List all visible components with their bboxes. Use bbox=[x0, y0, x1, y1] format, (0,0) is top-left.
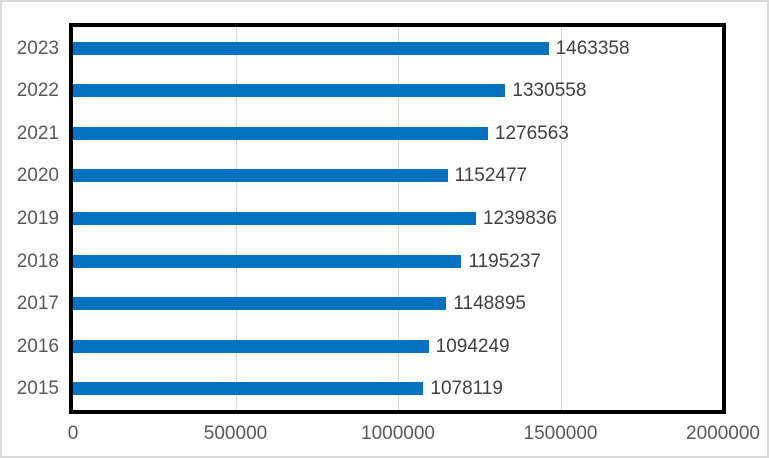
y-axis-category-label-2023: 2023 bbox=[16, 37, 59, 59]
y-axis-category-label-2018: 2018 bbox=[16, 250, 59, 272]
x-axis-tick-label: 2000000 bbox=[686, 423, 760, 444]
bar-value-label-2017: 1148895 bbox=[453, 293, 526, 315]
y-axis-category-label-2017: 2017 bbox=[16, 293, 59, 315]
bar-value-label-2016: 1094249 bbox=[435, 335, 510, 357]
y-axis-category-label-2015: 2015 bbox=[16, 378, 59, 400]
x-axis-tick-label: 1500000 bbox=[523, 423, 598, 444]
y-axis-category-label-2019: 2019 bbox=[16, 208, 59, 230]
y-axis-category-label-2016: 2016 bbox=[16, 335, 59, 357]
bar-2017 bbox=[73, 297, 447, 311]
bar-2018 bbox=[73, 254, 462, 268]
bar-row-2022: 1330558 bbox=[73, 70, 722, 113]
bar-row-2019: 1239836 bbox=[73, 197, 722, 240]
gridline-1500000 bbox=[560, 27, 562, 410]
bar-row-2018: 1195237 bbox=[73, 240, 722, 283]
bar-value-label-2022: 1330558 bbox=[512, 80, 587, 102]
plot-rows: 1463358 1330558 1276563 1152477 1239836 11952… bbox=[73, 27, 722, 410]
bar-value-label-2015: 1078119 bbox=[430, 378, 503, 400]
bar-2020 bbox=[73, 169, 448, 183]
bar-2021 bbox=[73, 126, 488, 140]
bar-row-2016: 1094249 bbox=[73, 325, 722, 368]
y-axis-category-labels: 2023 2022 2021 2020 2019 2018 2017 2016 2015 bbox=[2, 27, 59, 410]
bar-row-2021: 1276563 bbox=[73, 112, 722, 155]
bar-row-2023: 1463358 bbox=[73, 27, 722, 70]
bar-value-label-2020: 1152477 bbox=[454, 165, 528, 187]
bar-row-2020: 1152477 bbox=[73, 155, 722, 198]
bar-value-label-2023: 1463358 bbox=[555, 37, 630, 59]
bar-row-2017: 1148895 bbox=[73, 282, 722, 325]
bar-row-2015: 1078119 bbox=[73, 368, 722, 411]
y-axis-category-label-2022: 2022 bbox=[16, 80, 59, 102]
y-axis-category-label-2021: 2021 bbox=[16, 122, 59, 144]
bar-2019 bbox=[73, 212, 476, 226]
bar-2022 bbox=[73, 84, 506, 98]
bar-2016 bbox=[73, 339, 429, 353]
bar-2015 bbox=[73, 382, 424, 396]
y-axis-category-label-2020: 2020 bbox=[16, 165, 59, 187]
bar-value-label-2019: 1239836 bbox=[482, 208, 557, 230]
bar-value-label-2018: 1195237 bbox=[468, 250, 541, 272]
x-axis-tick-label: 0 bbox=[67, 423, 79, 444]
x-axis-tick-label: 1000000 bbox=[361, 423, 435, 444]
bar-2023 bbox=[73, 41, 549, 55]
bar-value-label-2021: 1276563 bbox=[494, 122, 569, 144]
x-axis-tick-label: 500000 bbox=[203, 423, 268, 444]
